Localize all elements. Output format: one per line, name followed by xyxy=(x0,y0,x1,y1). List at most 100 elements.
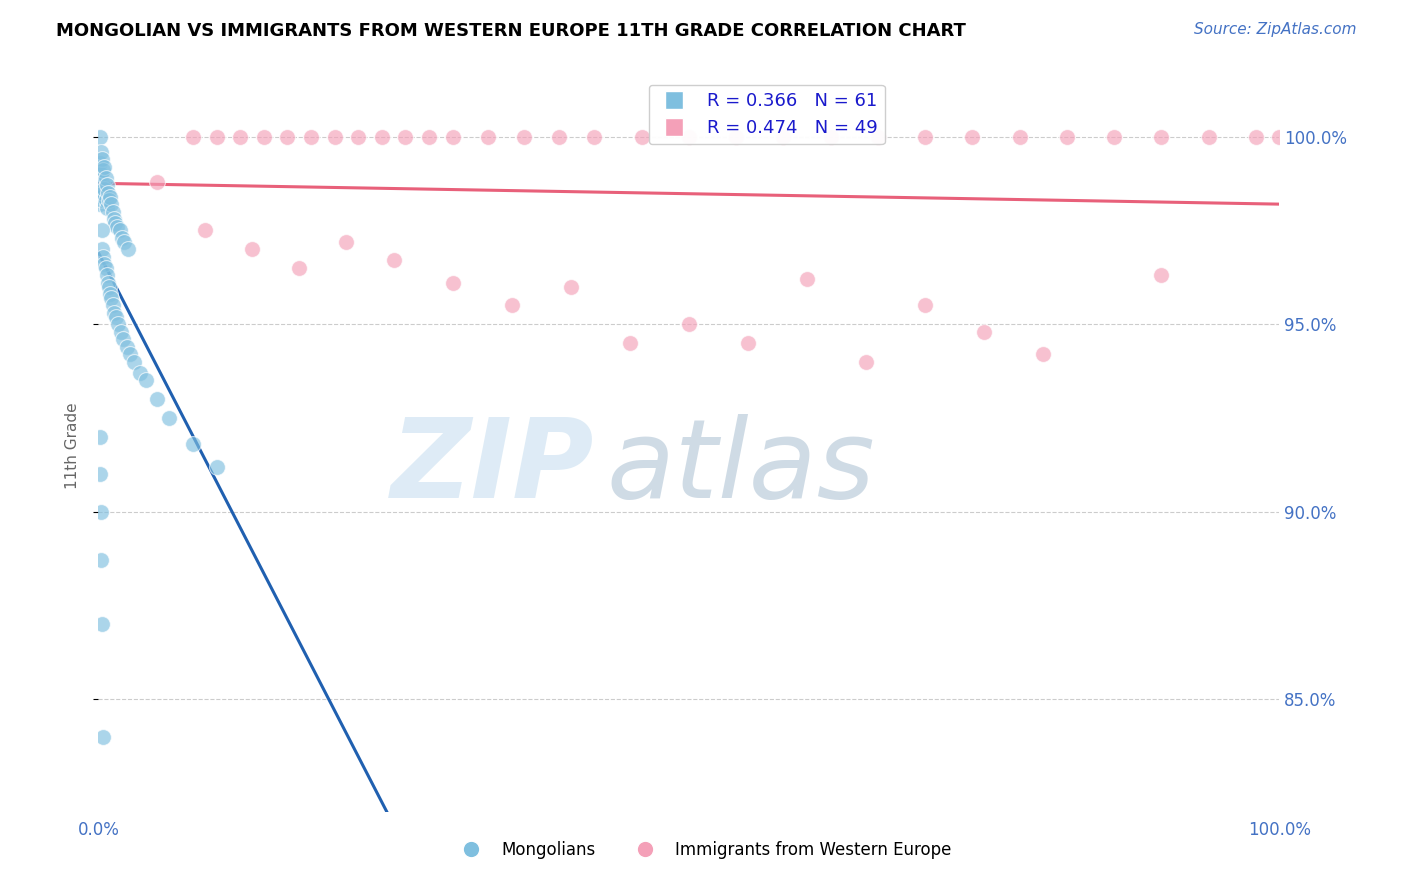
Point xyxy=(914,129,936,144)
Point xyxy=(1150,268,1173,283)
Point xyxy=(91,152,114,166)
Point xyxy=(1032,347,1054,361)
Point xyxy=(112,235,135,249)
Point xyxy=(630,129,652,144)
Point xyxy=(93,257,115,271)
Point xyxy=(276,129,298,144)
Point xyxy=(796,272,818,286)
Point xyxy=(1244,129,1267,144)
Point xyxy=(103,212,125,227)
Point xyxy=(90,167,112,181)
Point xyxy=(157,410,180,425)
Point xyxy=(97,276,120,290)
Point xyxy=(560,279,582,293)
Point xyxy=(441,129,464,144)
Point xyxy=(105,310,128,324)
Point xyxy=(1198,129,1220,144)
Point xyxy=(205,129,228,144)
Point xyxy=(91,242,114,256)
Point xyxy=(89,429,111,443)
Point xyxy=(135,373,157,387)
Point xyxy=(1056,129,1078,144)
Point xyxy=(737,335,759,350)
Point xyxy=(103,306,125,320)
Point xyxy=(93,182,115,196)
Point xyxy=(501,298,523,312)
Point xyxy=(98,189,121,203)
Point xyxy=(240,242,263,256)
Legend: R = 0.366   N = 61, R = 0.474   N = 49: R = 0.366 N = 61, R = 0.474 N = 49 xyxy=(648,85,884,145)
Point xyxy=(146,175,169,189)
Point xyxy=(115,340,138,354)
Point xyxy=(512,129,534,144)
Point xyxy=(110,325,132,339)
Point xyxy=(90,145,112,159)
Point xyxy=(323,129,346,144)
Point xyxy=(128,366,150,380)
Point xyxy=(1008,129,1031,144)
Point xyxy=(418,129,440,144)
Point xyxy=(91,194,114,208)
Point xyxy=(101,204,124,219)
Point xyxy=(678,317,700,331)
Point xyxy=(105,219,128,234)
Point xyxy=(382,253,405,268)
Point xyxy=(100,197,122,211)
Point xyxy=(120,347,142,361)
Text: atlas: atlas xyxy=(606,415,875,522)
Point xyxy=(96,268,118,283)
Point xyxy=(181,437,204,451)
Point xyxy=(973,325,995,339)
Point xyxy=(347,129,370,144)
Point xyxy=(91,223,114,237)
Point xyxy=(122,354,145,368)
Point xyxy=(91,617,114,632)
Text: MONGOLIAN VS IMMIGRANTS FROM WESTERN EUROPE 11TH GRADE CORRELATION CHART: MONGOLIAN VS IMMIGRANTS FROM WESTERN EUR… xyxy=(56,22,966,40)
Point xyxy=(89,156,111,170)
Point xyxy=(89,178,111,193)
Point xyxy=(548,129,571,144)
Point xyxy=(98,279,121,293)
Point xyxy=(94,194,117,208)
Point xyxy=(288,260,311,275)
Point xyxy=(394,129,416,144)
Point xyxy=(229,129,252,144)
Point xyxy=(335,235,357,249)
Point xyxy=(98,194,121,208)
Point xyxy=(583,129,606,144)
Point xyxy=(1268,129,1291,144)
Point xyxy=(1102,129,1125,144)
Point xyxy=(97,186,120,200)
Point xyxy=(111,231,134,245)
Text: ZIP: ZIP xyxy=(391,415,595,522)
Point xyxy=(441,276,464,290)
Point xyxy=(855,354,877,368)
Point xyxy=(93,160,115,174)
Text: Source: ZipAtlas.com: Source: ZipAtlas.com xyxy=(1194,22,1357,37)
Point xyxy=(90,505,112,519)
Point xyxy=(90,189,112,203)
Point xyxy=(866,129,889,144)
Legend: Mongolians, Immigrants from Western Europe: Mongolians, Immigrants from Western Euro… xyxy=(447,835,959,866)
Point xyxy=(619,335,641,350)
Point xyxy=(205,459,228,474)
Point xyxy=(725,129,748,144)
Point xyxy=(914,298,936,312)
Point xyxy=(101,298,124,312)
Point xyxy=(96,201,118,215)
Point xyxy=(89,129,111,144)
Y-axis label: 11th Grade: 11th Grade xyxy=(65,402,80,490)
Point xyxy=(772,129,794,144)
Point xyxy=(107,317,129,331)
Point xyxy=(1150,129,1173,144)
Point xyxy=(146,392,169,406)
Point xyxy=(90,553,112,567)
Point xyxy=(91,163,114,178)
Point xyxy=(112,332,135,346)
Point xyxy=(104,216,127,230)
Point xyxy=(91,175,114,189)
Point xyxy=(94,170,117,185)
Point xyxy=(89,197,111,211)
Point xyxy=(181,129,204,144)
Point xyxy=(117,242,139,256)
